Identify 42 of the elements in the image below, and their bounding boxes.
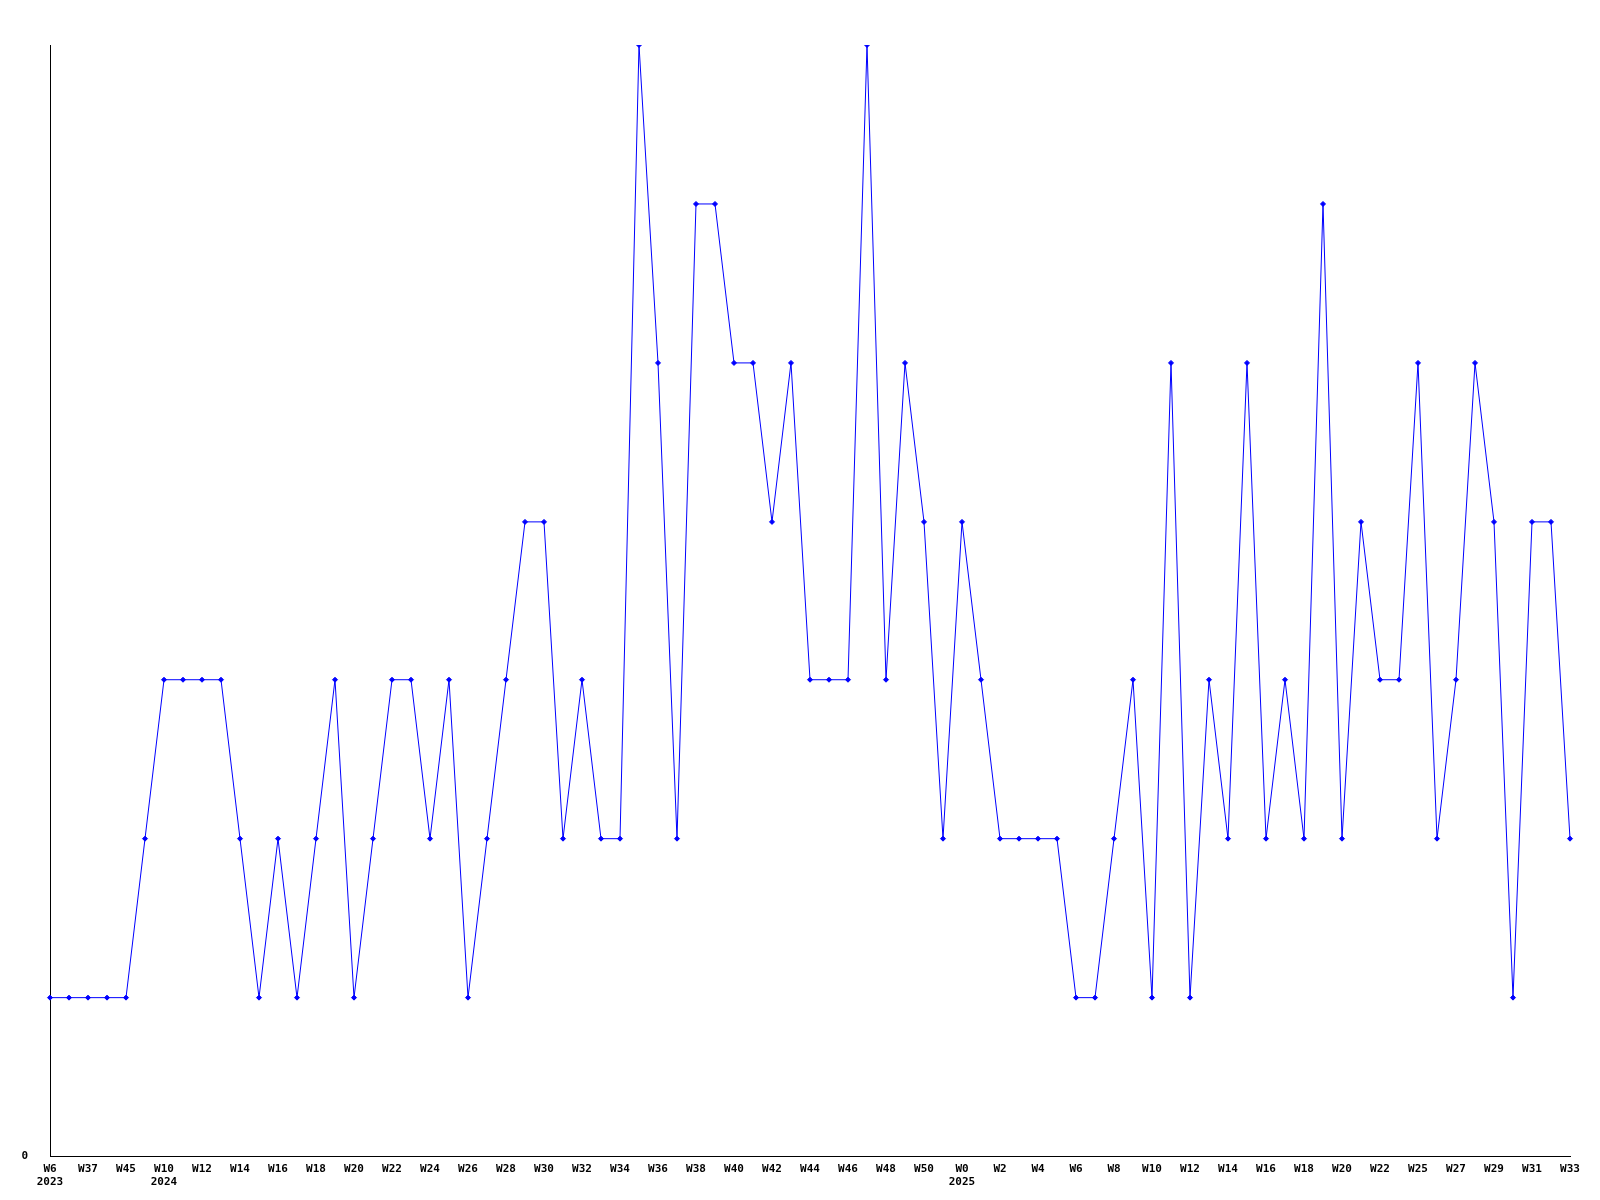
x-tick-label: W29 [1484,1162,1504,1176]
x-tick-label: W36 [648,1162,669,1176]
x-tick-label: W6 2023 [36,1162,64,1189]
x-tick-label: W37 [78,1162,98,1176]
x-tick-label: W34 [610,1162,631,1176]
text: 0 [21,1149,28,1163]
x-tick-label: W20 [1332,1162,1352,1176]
x-tick-label: W16 [268,1162,289,1176]
x-tick-label: W40 [724,1162,744,1176]
x-tick-label: W10 2024 [150,1162,178,1189]
x-tick-label: W42 [762,1162,782,1176]
x-tick-label: W45 [116,1162,136,1176]
x-tick-label: W10 [1142,1162,1162,1176]
x-tick-label: W2 [993,1162,1007,1176]
x-tick-label: W22 [382,1162,402,1176]
x-tick-label: W28 [496,1162,516,1176]
x-tick-label: W18 [306,1162,326,1176]
x-tick-label: W14 [230,1162,251,1176]
x-tick-label: W0 2025 [948,1162,976,1189]
x-tick-label: W31 [1522,1162,1543,1176]
x-tick-label: W4 [1031,1162,1045,1176]
x-tick-label: W26 [458,1162,479,1176]
x-tick-label: W33 [1560,1162,1580,1176]
x-tick-label: W30 [534,1162,554,1176]
x-tick-label: W20 [344,1162,364,1176]
x-tick-label: W14 [1218,1162,1239,1176]
x-tick-label: W38 [686,1162,706,1176]
x-tick-label: W27 [1446,1162,1466,1176]
x-tick-label: W22 [1370,1162,1390,1176]
x-tick-label: W24 [420,1162,441,1176]
x-tick-label: W12 [1180,1162,1200,1176]
x-tick-label: W44 [800,1162,821,1176]
x-tick-label: W50 [914,1162,934,1176]
x-tick-label: W8 [1107,1162,1121,1176]
x-tick-label: W16 [1256,1162,1277,1176]
x-tick-label: W18 [1294,1162,1314,1176]
x-tick-label: W12 [192,1162,212,1176]
x-tick-label: W25 [1408,1162,1428,1176]
x-tick-label: W48 [876,1162,896,1176]
x-tick-label: W32 [572,1162,592,1176]
x-tick-label: W6 [1069,1162,1083,1176]
x-tick-label: W46 [838,1162,859,1176]
